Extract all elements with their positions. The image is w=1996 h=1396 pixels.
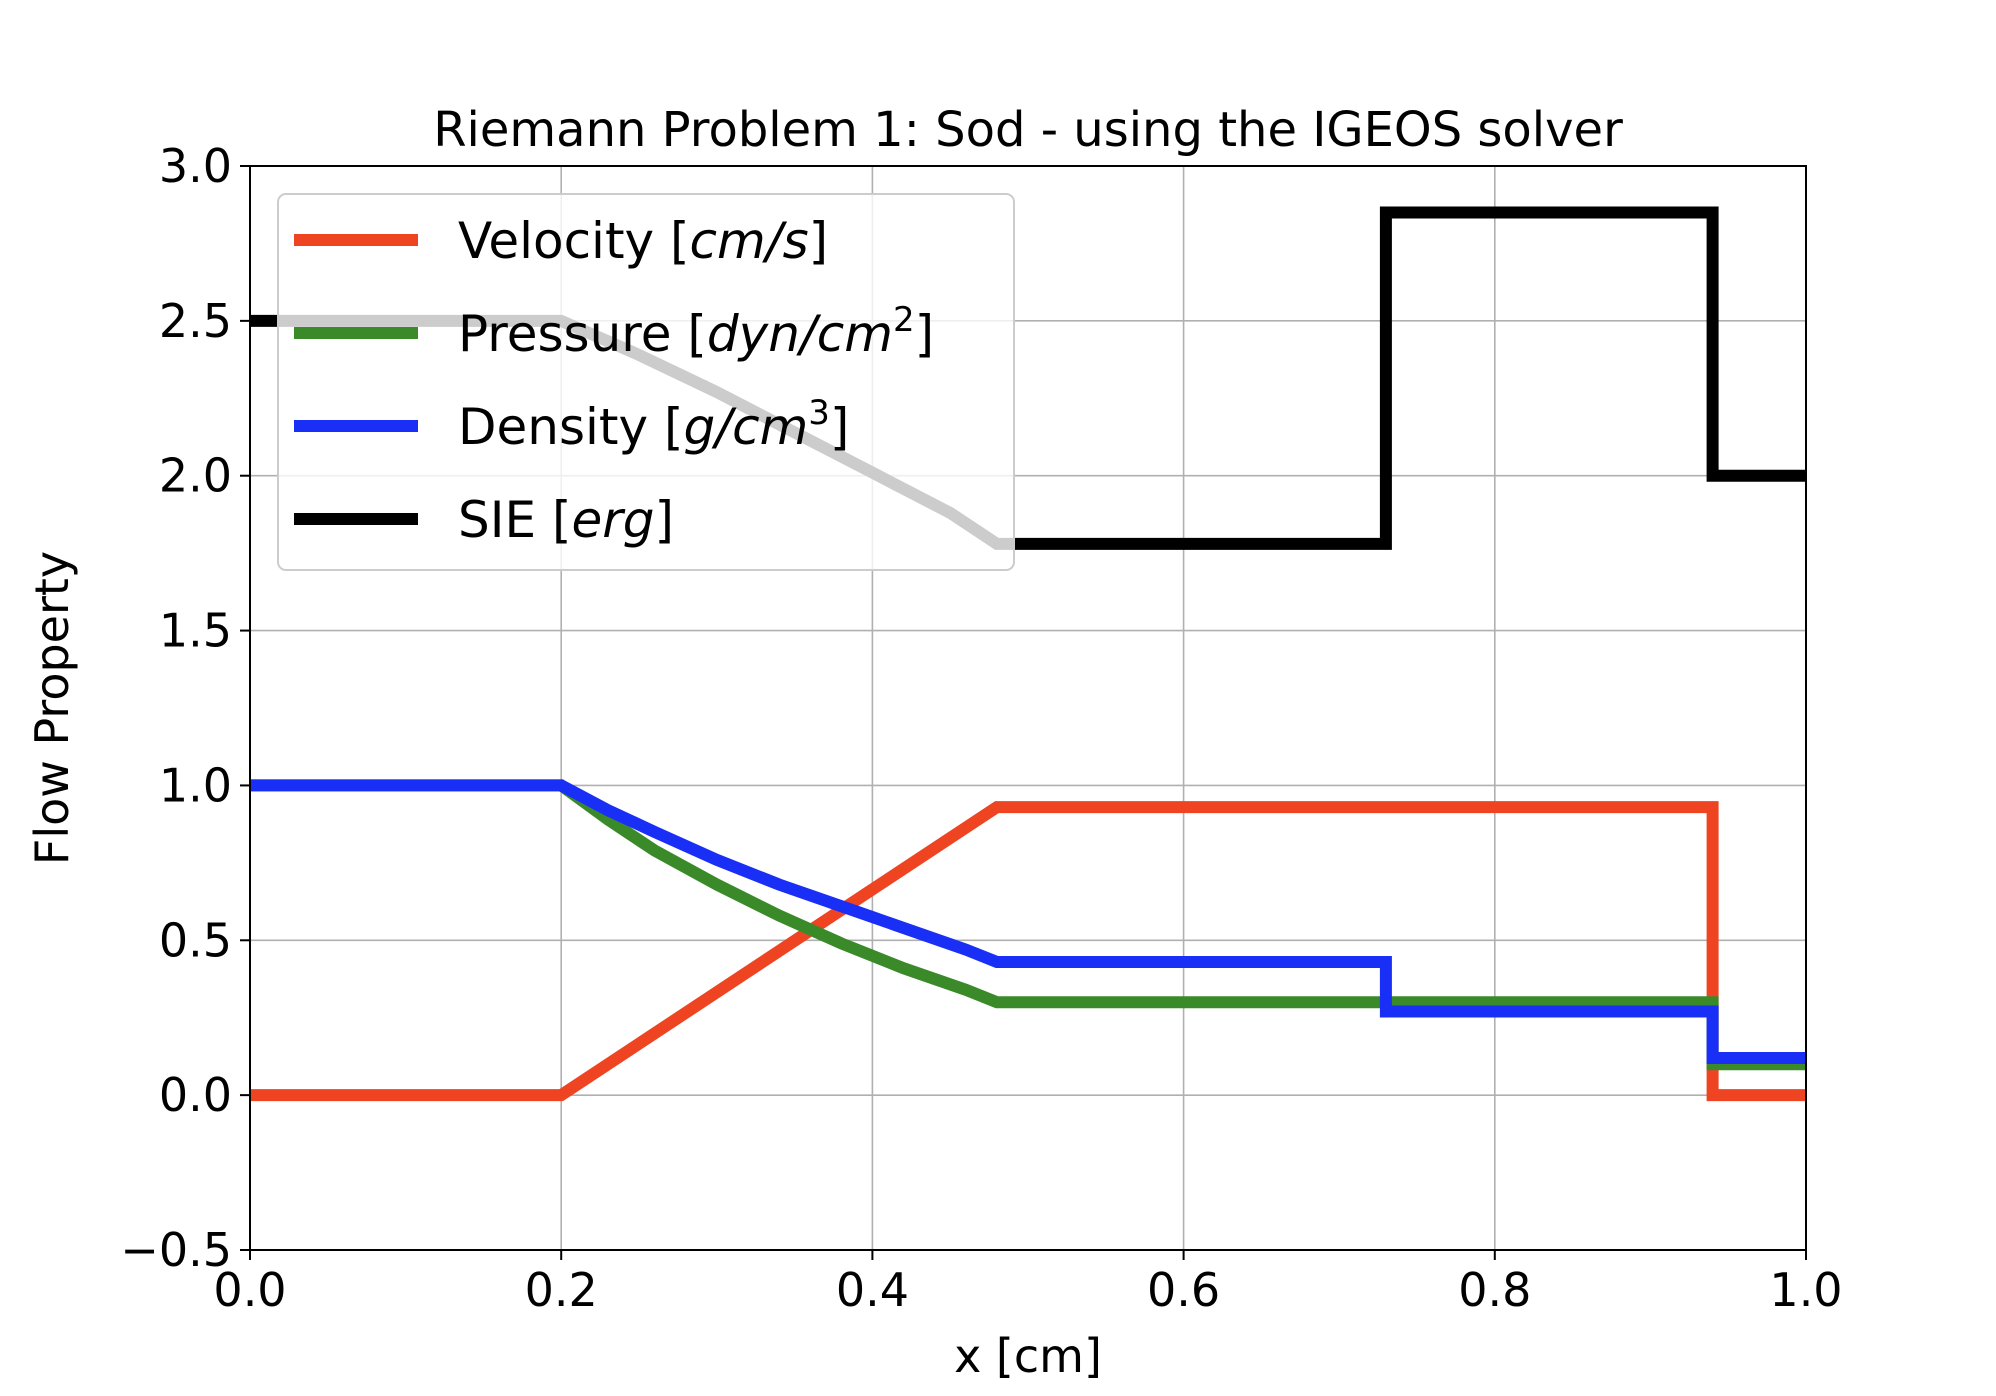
- legend-box: [277, 193, 1015, 571]
- x-tick-label: 1.0: [1769, 1263, 1842, 1317]
- x-tick-label: 0.0: [213, 1263, 286, 1317]
- legend-entry: SIE [erg]: [458, 491, 674, 549]
- y-tick-label: 2.0: [159, 449, 232, 503]
- legend: Velocity [cm/s] Pressure [dyn/cm2] Density…: [277, 193, 1015, 571]
- x-axis: 0.0 0.2 0.4 0.6 0.8 1.0: [213, 1250, 1843, 1317]
- x-tick-label: 0.2: [525, 1263, 598, 1317]
- chart-title: Riemann Problem 1: Sod - using the IGEOS…: [433, 102, 1623, 158]
- x-tick-label: 0.6: [1147, 1263, 1220, 1317]
- y-tick-label: −0.5: [120, 1223, 232, 1277]
- x-axis-label: x [cm]: [954, 1329, 1102, 1383]
- legend-entry: Pressure [dyn/cm2]: [458, 300, 934, 363]
- y-tick-label: 1.0: [159, 758, 232, 812]
- legend-entry: Density [g/cm3]: [458, 393, 849, 456]
- series-line-velocity: [250, 801, 1806, 1102]
- plot-frame: [249, 165, 1807, 1251]
- y-tick-label: 1.5: [159, 604, 232, 658]
- y-axis-label: Flow Property: [25, 551, 79, 865]
- series-line-pressure: [250, 779, 1806, 1071]
- y-axis: −0.5 0.0 0.5 1.0 1.5 2.0 2.5 3.0: [120, 139, 250, 1277]
- legend-entry: Velocity [cm/s]: [458, 212, 828, 270]
- x-tick-label: 0.8: [1458, 1263, 1531, 1317]
- y-tick-label: 2.5: [159, 294, 232, 348]
- y-tick-label: 3.0: [159, 139, 232, 193]
- y-tick-label: 0.0: [159, 1068, 232, 1122]
- x-tick-label: 0.4: [836, 1263, 909, 1317]
- series-line-density: [250, 779, 1806, 1064]
- y-tick-label: 0.5: [159, 913, 232, 967]
